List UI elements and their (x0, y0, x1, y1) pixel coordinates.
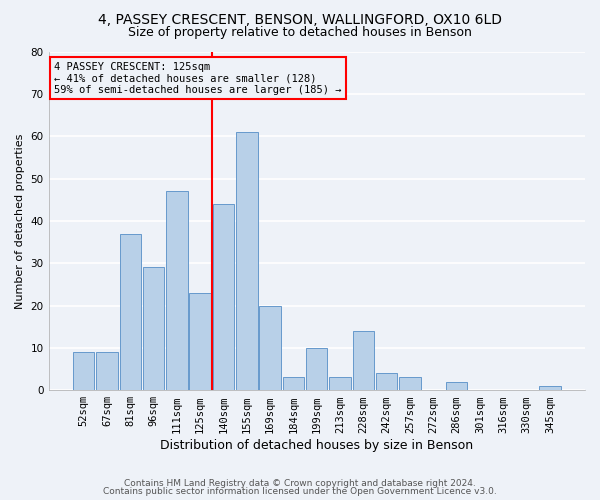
Bar (259, 306, 281, 390)
Bar (539, 386, 560, 390)
Bar (283, 378, 304, 390)
Bar (376, 374, 397, 390)
Bar (96, 352, 118, 390)
Bar (236, 132, 257, 390)
Text: 4 PASSEY CRESCENT: 125sqm
← 41% of detached houses are smaller (128)
59% of semi: 4 PASSEY CRESCENT: 125sqm ← 41% of detac… (54, 62, 341, 95)
Bar (399, 378, 421, 390)
Bar (353, 331, 374, 390)
Bar (166, 191, 188, 390)
Y-axis label: Number of detached properties: Number of detached properties (15, 133, 25, 308)
X-axis label: Distribution of detached houses by size in Benson: Distribution of detached houses by size … (160, 440, 473, 452)
Bar (213, 204, 234, 390)
Bar (446, 382, 467, 390)
Bar (143, 268, 164, 390)
Text: Contains public sector information licensed under the Open Government Licence v3: Contains public sector information licen… (103, 487, 497, 496)
Bar (119, 234, 141, 390)
Bar (190, 293, 211, 390)
Text: Contains HM Land Registry data © Crown copyright and database right 2024.: Contains HM Land Registry data © Crown c… (124, 478, 476, 488)
Bar (73, 352, 94, 390)
Bar (306, 348, 328, 390)
Text: Size of property relative to detached houses in Benson: Size of property relative to detached ho… (128, 26, 472, 39)
Bar (329, 378, 351, 390)
Text: 4, PASSEY CRESCENT, BENSON, WALLINGFORD, OX10 6LD: 4, PASSEY CRESCENT, BENSON, WALLINGFORD,… (98, 12, 502, 26)
